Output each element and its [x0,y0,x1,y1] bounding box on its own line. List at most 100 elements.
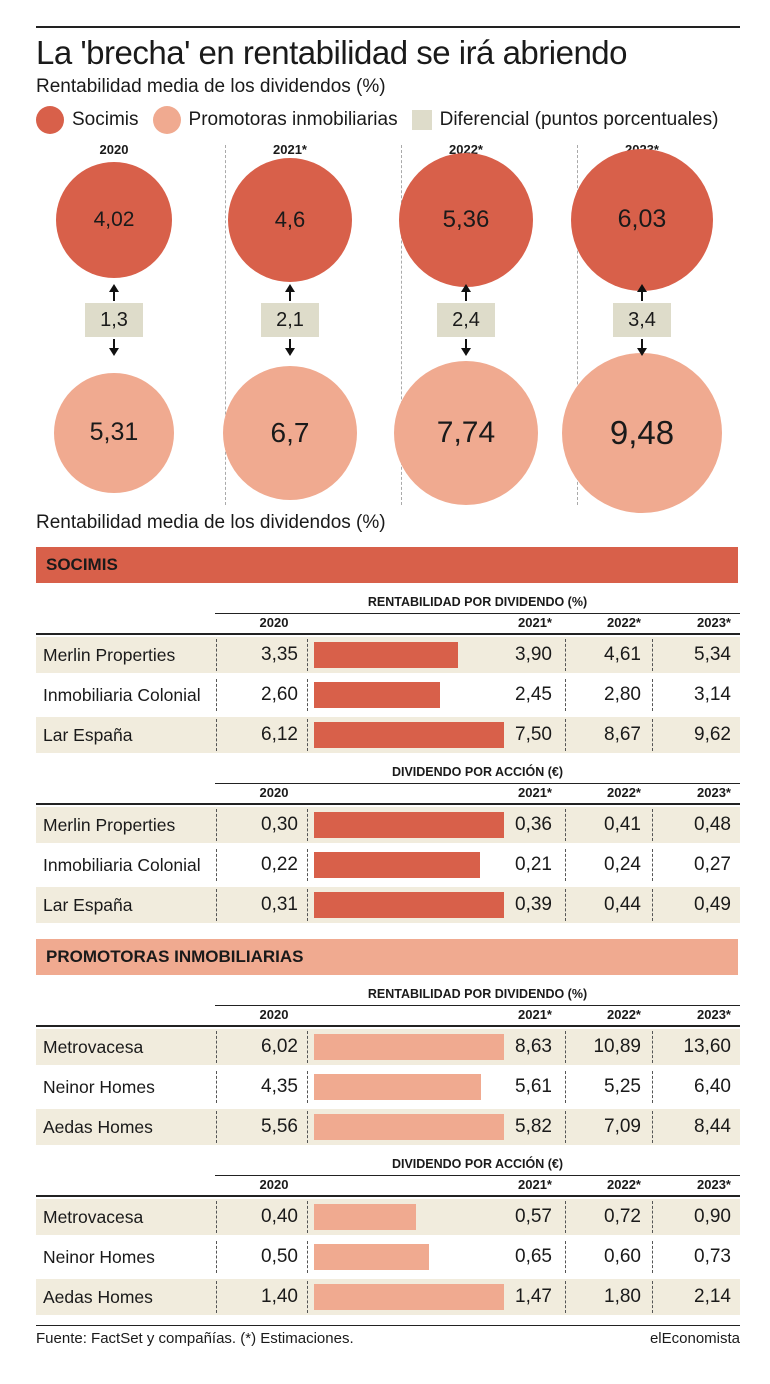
legend-swatch-socimis [36,106,64,134]
value-cell: 0,40 [261,1206,298,1227]
value-bar [314,722,504,748]
value-cell: 0,27 [694,854,731,875]
column-separator [216,809,217,841]
promotoras-bubble: 7,74 [393,360,539,506]
table-row: Merlin Properties 3,35 3,90 4,61 5,34 [36,637,740,673]
table-row: Lar España 0,31 0,39 0,44 0,49 [36,887,740,923]
column-separator [652,639,653,671]
arrow-shaft [113,291,115,301]
promotoras-value: 6,7 [270,416,310,448]
arrow-shaft [289,339,291,349]
column-separator [565,679,566,711]
value-cell: 4,61 [604,644,641,665]
column-separator [216,849,217,881]
value-cell: 0,72 [604,1206,641,1227]
column-header: 2021* [518,1177,552,1192]
column-separator [216,1071,217,1103]
company-name: Lar España [43,725,133,745]
value-cell: 5,61 [515,1076,552,1097]
value-cell: 5,82 [515,1116,552,1137]
value-cell: 1,40 [261,1286,298,1307]
value-cell: 2,80 [604,684,641,705]
column-separator [565,1201,566,1233]
arrow-head [285,348,295,356]
top-rule [36,26,740,28]
value-cell: 8,67 [604,724,641,745]
differential-box: 2,4 [437,303,495,337]
promotoras-value: 7,74 [436,415,496,449]
column-header: 2023* [697,615,731,630]
value-bar [314,892,504,918]
column-header: 2021* [518,615,552,630]
chart-title: La 'brecha' en rentabilidad se irá abrie… [36,34,628,71]
differential-box: 1,3 [85,303,143,337]
value-cell: 3,35 [261,644,298,665]
column-separator [307,809,308,841]
source-note: Fuente: FactSet y compañías. (*) Estimac… [36,1330,354,1347]
table-label: RENTABILIDAD POR DIVIDENDO (%) [367,595,588,609]
table-row: Lar España 6,12 7,50 8,67 9,62 [36,717,740,753]
chart-subtitle: Rentabilidad media de los dividendos (%) [36,76,386,97]
column-separator [652,1281,653,1313]
value-cell: 1,80 [604,1286,641,1307]
company-name: Aedas Homes [43,1117,153,1137]
column-separator [565,849,566,881]
arrow-head [109,348,119,356]
column-header: 2020 [259,1177,289,1192]
value-cell: 0,36 [515,814,552,835]
value-cell: 13,60 [683,1036,731,1057]
value-cell: 0,57 [515,1206,552,1227]
differential-value: 2,4 [452,308,480,331]
column-separator [216,679,217,711]
table-row: Aedas Homes 1,40 1,47 1,80 2,14 [36,1279,740,1315]
value-bar [314,682,440,708]
column-header: 2022* [607,785,641,800]
table-row: Neinor Homes 4,35 5,61 5,25 6,40 [36,1069,740,1105]
value-bar [314,1034,504,1060]
column-separator [216,719,217,751]
section-header: SOCIMIS [36,547,738,583]
value-cell: 2,14 [694,1286,731,1307]
value-cell: 0,24 [604,854,641,875]
column-separator [307,1031,308,1063]
value-cell: 8,63 [515,1036,552,1057]
column-separator [307,1201,308,1233]
arrow-head [637,284,647,292]
company-name: Merlin Properties [43,815,176,835]
column-separator [652,1241,653,1273]
value-cell: 0,73 [694,1246,731,1267]
legend-swatch-promotoras [152,106,181,134]
legend-swatch-diferencial [411,110,432,130]
column-header: 2020 [259,785,289,800]
differential-box: 2,1 [261,303,319,337]
promotoras-value: 5,31 [89,418,139,447]
value-bar [314,1284,504,1310]
column-separator [216,639,217,671]
header-rule-thick [36,633,740,635]
legend-label-diferencial: Diferencial (puntos porcentuales) [439,109,719,130]
column-separator [652,1111,653,1143]
section-header: PROMOTORAS INMOBILIARIAS [36,939,738,975]
company-name: Merlin Properties [43,645,176,665]
company-name: Inmobiliaria Colonial [43,855,201,875]
value-cell: 6,12 [261,724,298,745]
value-cell: 5,25 [604,1076,641,1097]
column-divider [577,145,578,505]
value-bar [314,642,458,668]
value-cell: 0,65 [515,1246,552,1267]
table-row: Inmobiliaria Colonial 2,60 2,45 2,80 3,14 [36,677,740,713]
promotoras-bubble: 9,48 [562,353,722,513]
value-cell: 5,34 [694,644,731,665]
value-cell: 0,90 [694,1206,731,1227]
arrow-head [109,284,119,292]
legend: Socimis Promotoras inmobiliarias Diferen… [36,106,732,134]
socimis-value: 6,03 [617,205,667,234]
column-separator [216,1241,217,1273]
table-subtitle: Rentabilidad media de los dividendos (%) [36,512,386,533]
column-header: 2020 [259,1007,289,1022]
column-separator [307,1241,308,1273]
value-cell: 7,50 [515,724,552,745]
column-separator [216,1281,217,1313]
value-cell: 7,09 [604,1116,641,1137]
table-row: Metrovacesa 6,02 8,63 10,89 13,60 [36,1029,740,1065]
